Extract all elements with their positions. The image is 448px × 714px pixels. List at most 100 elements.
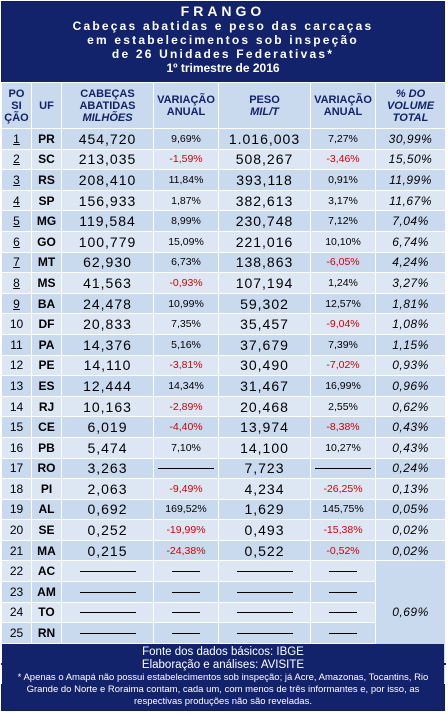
col-weight: PESO MIL/T: [218, 82, 311, 129]
table-row: 6 GO 100,779 15,09% 221,016 10,10% 6,74%: [1, 230, 446, 253]
row-weight: 138,863: [218, 251, 311, 274]
row-weight-variation: -26,25%: [310, 478, 376, 500]
row-weight-variation: 10,10%: [310, 230, 376, 253]
col-uf: UF: [31, 82, 62, 129]
table-row: 2 SC 213,035 -1,59% 508,267 -3,46% 15,50%: [1, 148, 446, 171]
row-uf: PE: [31, 354, 62, 377]
row-weight: 13,974: [218, 416, 311, 438]
row-uf: MT: [31, 251, 62, 274]
row-weight-variation: [310, 622, 376, 644]
report-subtitle-line-3: de 26 Unidades Federativas*: [111, 47, 335, 61]
row-heads: 119,584: [61, 210, 154, 232]
row-weight-variation: 7,39%: [310, 333, 376, 356]
row-heads-variation: 10,99%: [153, 292, 219, 315]
col-heads-l3: MILHÕES: [82, 111, 133, 124]
row-heads: 156,933: [61, 189, 154, 212]
row-uf: SP: [31, 189, 62, 212]
row-share: 4,24%: [375, 251, 446, 274]
row-heads: 0,692: [61, 498, 154, 521]
row-share: 1,08%: [375, 313, 446, 335]
row-uf: SE: [31, 519, 62, 541]
row-weight: 37,679: [218, 333, 311, 356]
row-weight: [218, 581, 311, 603]
row-position: 4: [1, 189, 32, 212]
row-heads-variation: -2,89%: [153, 395, 219, 418]
row-share: 0,43%: [375, 436, 446, 459]
row-weight-variation: -8,38%: [310, 416, 376, 438]
row-heads-variation: -9,49%: [153, 478, 219, 500]
row-weight: 4,234: [218, 478, 311, 500]
col-var2-l1: VARIAÇÃO: [314, 93, 372, 106]
report-footer: Fonte dos dados básicos: IBGE Elaboração…: [2, 644, 444, 710]
row-position: 6: [1, 230, 32, 253]
table-header-row: PO SI ÇÃO UF CABEÇAS ABATIDAS MILHÕES VA…: [1, 82, 446, 129]
row-heads: [61, 581, 154, 603]
row-weight-variation: -0,52%: [310, 539, 376, 562]
row-weight-variation: 16,99%: [310, 375, 376, 397]
row-heads-variation: -3,81%: [153, 354, 219, 377]
row-position: 7: [1, 251, 32, 274]
row-position: 1: [1, 128, 32, 150]
row-position: 9: [1, 292, 32, 315]
row-heads-variation: -19,99%: [153, 519, 219, 541]
row-uf: SC: [31, 148, 62, 171]
table-row: 7 MT 62,930 6,73% 138,863 -6,05% 4,24%: [1, 251, 446, 274]
row-uf: PA: [31, 333, 62, 356]
dash-placeholder: [172, 570, 200, 572]
row-weight-variation: [310, 560, 376, 583]
row-position: 5: [1, 210, 32, 232]
row-heads: 24,478: [61, 292, 154, 315]
row-uf: GO: [31, 230, 62, 253]
row-share: 11,67%: [375, 189, 446, 212]
slaughter-table: PO SI ÇÃO UF CABEÇAS ABATIDAS MILHÕES VA…: [1, 82, 446, 685]
table-row: 9 BA 24,478 10,99% 59,302 12,57% 1,81%: [1, 292, 446, 315]
row-uf: RO: [31, 457, 62, 480]
row-position: 14: [1, 395, 32, 418]
row-heads-variation: -0,93%: [153, 272, 219, 294]
row-share: 0,13%: [375, 478, 446, 500]
table-row: 10 DF 20,833 7,35% 35,457 -9,04% 1,08%: [1, 313, 446, 335]
row-position: 21: [1, 539, 32, 562]
dash-placeholder: [236, 591, 293, 593]
row-weight-variation: 145,75%: [310, 498, 376, 521]
row-share: 0,93%: [375, 354, 446, 377]
table-row: 13 ES 12,444 14,34% 31,467 16,99% 0,96%: [1, 375, 446, 397]
row-share: 1,81%: [375, 292, 446, 315]
dash-placeholder: [172, 591, 200, 593]
row-share: 3,27%: [375, 272, 446, 294]
col-share-l2: VOLUME: [386, 99, 435, 112]
row-share: 0,24%: [375, 457, 446, 480]
row-heads-variation: 11,84%: [153, 169, 219, 191]
row-position: 13: [1, 375, 32, 397]
row-uf: BA: [31, 292, 62, 315]
row-uf: AM: [31, 581, 62, 603]
row-weight: 107,194: [218, 272, 311, 294]
row-position: 15: [1, 416, 32, 438]
row-heads: 14,110: [61, 354, 154, 377]
row-share: 11,99%: [375, 169, 446, 191]
table-row-grouped: 24 TO: [1, 601, 446, 624]
col-var1-l2: ANUAL: [166, 105, 206, 118]
table-body: 1 PR 454,720 9,69% 1.016,003 7,27% 30,99% 2 SC 21…: [1, 128, 446, 685]
col-position-l1: PO: [8, 87, 25, 100]
row-heads-variation: -4,40%: [153, 416, 219, 438]
row-heads-variation: 1,87%: [153, 189, 219, 212]
col-var1-l1: VARIAÇÃO: [157, 93, 215, 106]
dash-placeholder: [172, 612, 200, 614]
row-position: 17: [1, 457, 32, 480]
row-weight-variation: 7,12%: [310, 210, 376, 232]
row-heads: 0,215: [61, 539, 154, 562]
table-row: 11 PA 14,376 5,16% 37,679 7,39% 1,15%: [1, 333, 446, 356]
row-position: 2: [1, 148, 32, 171]
dash-placeholder: [236, 612, 293, 614]
row-heads-variation: [153, 622, 219, 644]
dash-placeholder: [315, 468, 371, 470]
row-uf: PR: [31, 128, 62, 150]
row-heads: 6,019: [61, 416, 154, 438]
row-uf: RN: [31, 622, 62, 644]
row-weight-variation: -7,02%: [310, 354, 376, 377]
report-header: FRANGO Cabeças abatidas e peso das carca…: [2, 2, 444, 82]
row-heads-variation: [153, 601, 219, 624]
row-share: 0,62%: [375, 395, 446, 418]
